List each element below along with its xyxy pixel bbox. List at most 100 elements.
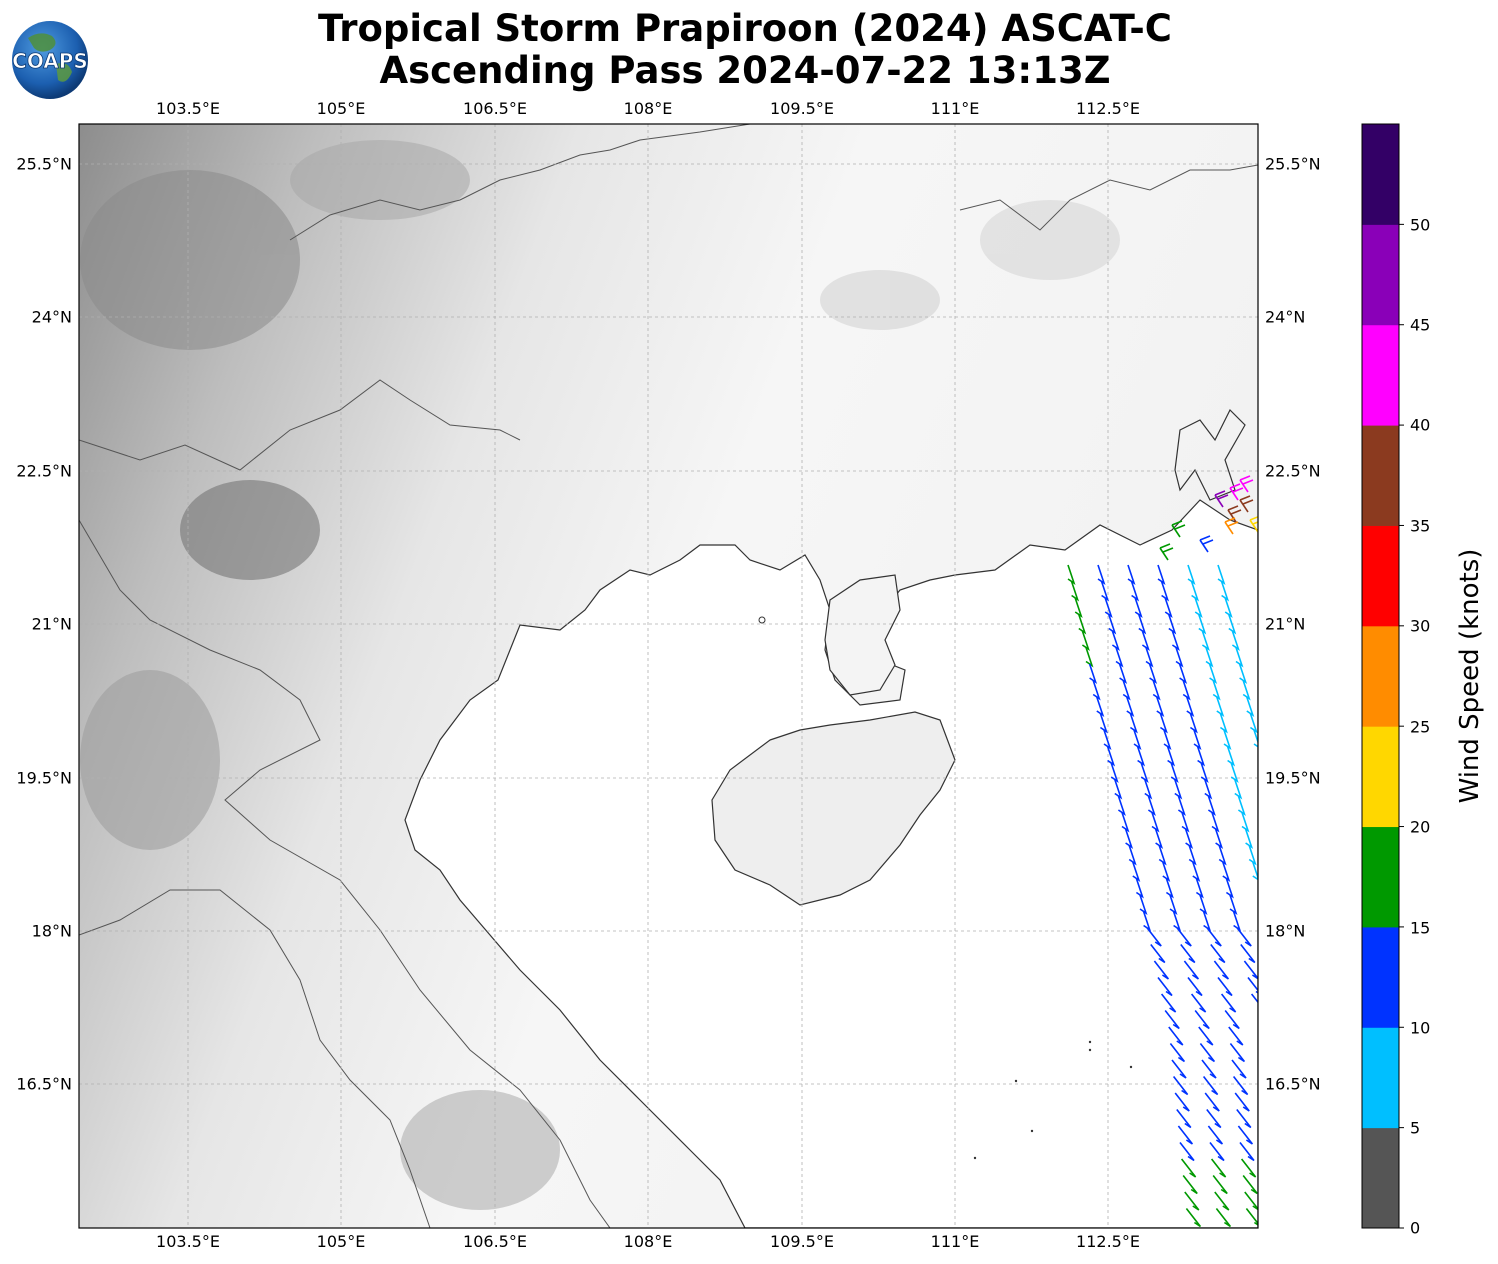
wind-barb	[1235, 647, 1244, 668]
colorbar-tick-label: 40	[1410, 415, 1431, 435]
wind-barb	[1132, 861, 1141, 882]
map-title-line-2: Ascending Pass 2024-07-22 13:13Z	[379, 49, 1111, 92]
wind-barb	[1146, 927, 1162, 947]
wind-barb	[1232, 911, 1242, 932]
wind-barb	[1147, 795, 1156, 816]
colorbar-segment	[1362, 1127, 1399, 1229]
wind-barb	[1220, 581, 1230, 602]
wind-barb	[1174, 1092, 1190, 1112]
wind-barb	[1171, 1059, 1187, 1079]
wind-barb	[1172, 1076, 1189, 1096]
lat-tick-label: 24°N	[1265, 307, 1306, 327]
colorbar-segment	[1362, 625, 1399, 727]
wind-barb	[1157, 564, 1166, 585]
wind-barb	[1140, 762, 1149, 783]
wind-barb	[1240, 944, 1256, 964]
wind-barb	[1218, 845, 1227, 866]
wind-barb	[1150, 944, 1166, 964]
wind-barb	[1165, 878, 1174, 899]
wind-barb	[1177, 795, 1186, 816]
country-borders	[79, 124, 1258, 1228]
wind-barb	[1067, 564, 1076, 585]
wind-barb	[1201, 630, 1210, 651]
wind-barb	[1152, 680, 1161, 701]
wind-barb	[1222, 861, 1231, 882]
wind-barb	[1240, 1158, 1257, 1178]
colorbar-segment	[1362, 224, 1399, 326]
wind-barb	[1190, 581, 1200, 602]
wind-barb	[1139, 894, 1148, 915]
wind-barb	[1122, 680, 1131, 701]
wind-barb	[1176, 1109, 1192, 1129]
pearl-river-estuary	[1174, 408, 1246, 501]
wind-barb	[1141, 630, 1150, 651]
wind-barb	[1096, 696, 1105, 717]
hainan-island	[711, 711, 956, 906]
wind-barb	[1183, 960, 1200, 980]
colorbar-segment	[1362, 926, 1399, 1028]
wind-barb	[1247, 977, 1258, 994]
wind-barb	[1210, 944, 1226, 964]
wind-barb	[1223, 729, 1232, 750]
svg-text:COAPS: COAPS	[12, 49, 88, 73]
colorbar-segment	[1362, 425, 1399, 526]
wind-barb	[1148, 663, 1158, 684]
wind-barb	[1239, 495, 1254, 513]
wind-barb	[1199, 894, 1208, 915]
wind-barb	[1230, 762, 1239, 783]
gridlines	[79, 124, 1258, 1228]
wind-barb	[1229, 894, 1238, 915]
lon-tick-label: 103.5°E	[156, 99, 220, 118]
wind-barb	[1180, 944, 1196, 964]
wind-barb	[1224, 517, 1239, 535]
wind-barb	[1163, 729, 1172, 750]
wind-barb	[1227, 505, 1242, 523]
wind-barb	[1199, 1043, 1216, 1063]
colorbar	[1362, 124, 1404, 1229]
colorbar-segment	[1362, 726, 1399, 828]
wind-barb	[1178, 663, 1188, 684]
wind-barb	[1193, 729, 1202, 750]
colorbar-tick-label: 45	[1410, 315, 1431, 335]
wind-barb	[1253, 729, 1258, 748]
wind-barb	[1217, 564, 1226, 585]
wind-barb	[1249, 515, 1258, 533]
wind-barb	[1142, 911, 1152, 932]
lat-tick-label: 18°N	[31, 921, 72, 941]
wind-barb	[1244, 1191, 1258, 1211]
wind-barb	[1160, 993, 1177, 1013]
wind-barb	[1249, 713, 1258, 734]
wind-barb	[1190, 993, 1207, 1013]
wind-barb	[1180, 1158, 1197, 1178]
wind-barb	[1244, 828, 1254, 849]
lat-tick-label: 18°N	[1265, 921, 1306, 941]
wind-barb	[1214, 490, 1229, 508]
colorbar-tick-label: 5	[1410, 1118, 1421, 1138]
colorbar-label: Wind Speed (knots)	[1455, 548, 1485, 804]
wind-barb	[1226, 746, 1236, 767]
wind-barb	[1100, 581, 1110, 602]
wind-barb	[1106, 746, 1116, 767]
lon-tick-label: 103.5°E	[156, 1232, 220, 1251]
wind-barb	[1158, 845, 1167, 866]
colorbar-segment	[1362, 826, 1399, 928]
wind-barb	[1238, 663, 1248, 684]
wind-barb	[1192, 861, 1201, 882]
wind-barb	[1250, 993, 1258, 1004]
wind-barb	[1194, 597, 1203, 618]
wind-barb	[1245, 1208, 1258, 1226]
wind-barb	[1228, 1026, 1244, 1046]
wind-barb	[1124, 828, 1134, 849]
colorbar-segment	[1362, 1027, 1399, 1129]
wind-barb	[1121, 812, 1130, 833]
colorbar-tick-label: 25	[1410, 717, 1431, 737]
wind-barb	[1171, 520, 1186, 538]
wind-barb	[1205, 647, 1214, 668]
lat-tick-label: 25.5°N	[16, 154, 72, 174]
wind-barb	[1236, 927, 1252, 947]
wind-barb	[1128, 845, 1137, 866]
wind-barb	[1110, 762, 1119, 783]
wind-barb	[1085, 647, 1094, 668]
wind-barb	[1202, 911, 1212, 932]
terrain-shading	[80, 140, 1120, 1210]
